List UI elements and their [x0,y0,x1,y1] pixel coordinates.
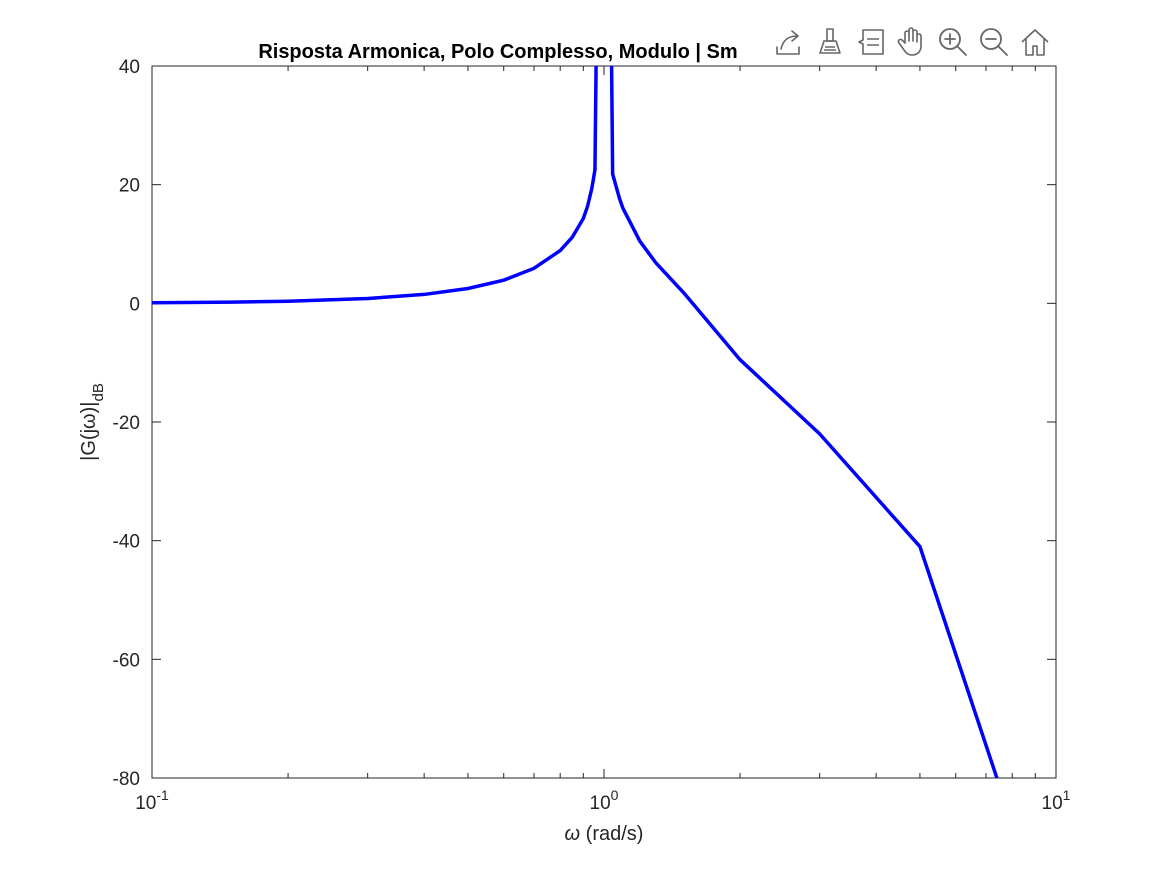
x-tick-label: 100 [590,787,619,814]
data-tips-icon [857,29,884,55]
x-axis-label-unit: (rad/s) [580,823,643,845]
x-tick-labels: 10-1 100 101 [135,787,1070,814]
x-tick-label-base: 10 [135,793,156,814]
x-tick-label-exponent: 1 [1063,787,1071,803]
export-icon [775,30,800,55]
y-tick-labels: 40 20 0 -20 -40 -60 -80 [113,57,140,790]
y-tick-label: -80 [113,769,140,790]
axes-toolbar [766,22,1055,62]
zoom-in-icon [938,28,967,56]
y-tick-label: 20 [119,176,140,197]
y-tick-label: 0 [129,294,140,315]
plot-area [152,66,1056,778]
x-tick-label: 10-1 [135,787,169,814]
export-button[interactable] [768,22,809,62]
x-tick-label-exponent: -1 [156,787,169,803]
x-axis-label: ω (rad/s) [565,823,644,845]
home-icon [1020,29,1049,56]
series-line-above-resonance [609,66,999,778]
y-axis-label-main: |G(jω)| [78,402,100,461]
y-axis-label: |G(jω)|dB [78,383,107,461]
y-axis-label-subscript: dB [90,383,107,401]
brush-button[interactable] [809,22,850,62]
y-tick-label: -40 [113,532,140,553]
x-tick-label: 101 [1042,787,1071,814]
zoom-in-button[interactable] [932,22,973,62]
y-tick-label: -20 [113,413,140,434]
brush-icon [818,28,841,54]
data-tips-button[interactable] [850,22,891,62]
home-button[interactable] [1014,22,1055,62]
chart-title: Risposta Armonica, Polo Complesso, Modul… [258,41,737,63]
series-layer [152,66,999,778]
minor-ticks [287,66,1036,778]
x-tick-label-base: 10 [590,793,611,814]
y-tick-label: 40 [119,57,140,78]
x-tick-label-base: 10 [1042,793,1063,814]
series-line-below-resonance [152,66,598,305]
x-axis-label-symbol: ω [565,823,581,845]
zoom-out-button[interactable] [973,22,1014,62]
y-tick-label: -60 [113,650,140,671]
x-tick-label-exponent: 0 [611,787,619,803]
pan-icon [897,27,922,56]
pan-button[interactable] [891,22,932,62]
plot-frame [151,65,1057,779]
zoom-out-icon [979,28,1008,56]
